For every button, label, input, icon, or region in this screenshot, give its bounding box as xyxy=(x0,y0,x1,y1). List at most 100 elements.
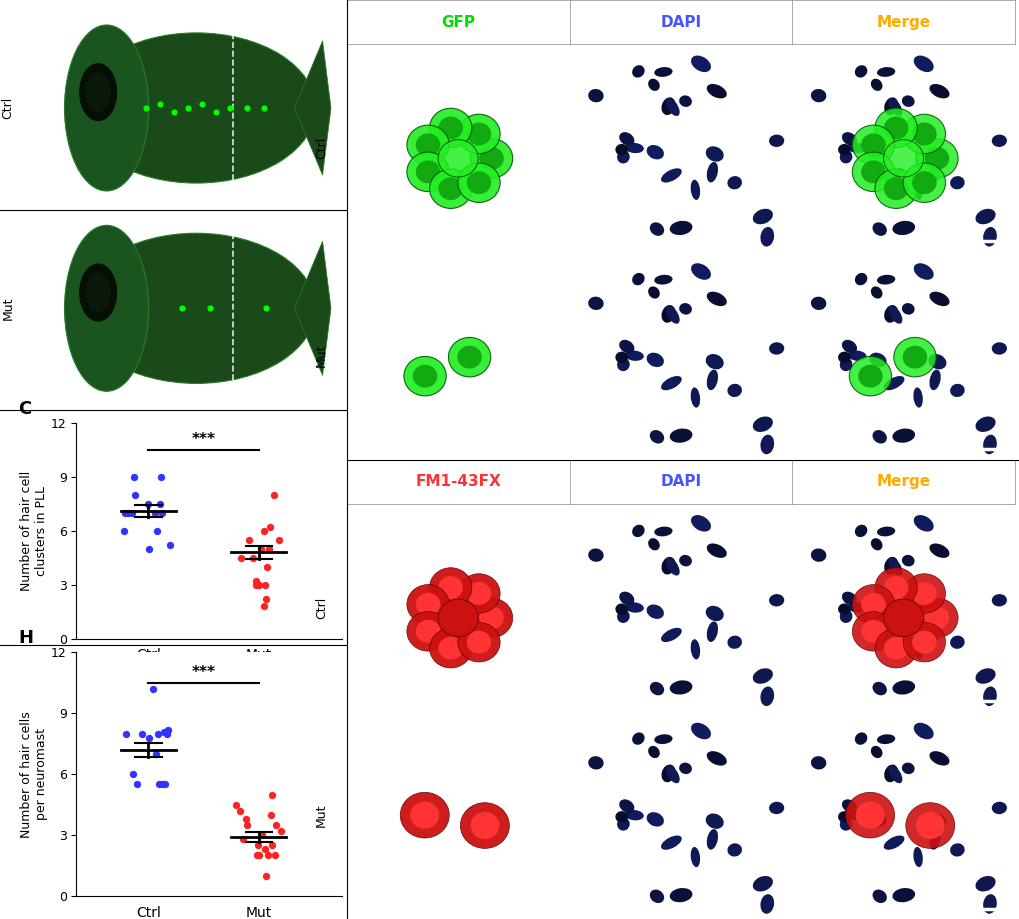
Text: F"''': F"''' xyxy=(803,516,825,527)
Ellipse shape xyxy=(727,384,741,397)
Point xyxy=(261,541,277,556)
Ellipse shape xyxy=(705,813,723,829)
Ellipse shape xyxy=(928,291,949,306)
Ellipse shape xyxy=(928,829,940,850)
Circle shape xyxy=(883,117,908,140)
Polygon shape xyxy=(294,40,331,176)
Text: A: A xyxy=(70,19,83,37)
Ellipse shape xyxy=(990,134,1006,147)
Point xyxy=(237,811,254,826)
Circle shape xyxy=(911,582,935,605)
Point xyxy=(250,838,266,853)
Text: H: H xyxy=(18,629,34,647)
Point xyxy=(256,577,272,592)
Ellipse shape xyxy=(619,132,634,145)
Circle shape xyxy=(852,125,894,165)
Circle shape xyxy=(915,139,957,178)
Ellipse shape xyxy=(913,263,932,279)
Point xyxy=(150,726,166,741)
Point xyxy=(240,532,257,547)
Circle shape xyxy=(448,337,490,377)
Circle shape xyxy=(458,163,499,202)
Text: Ctrl: Ctrl xyxy=(315,137,327,159)
Circle shape xyxy=(407,153,448,191)
Ellipse shape xyxy=(949,384,964,397)
Ellipse shape xyxy=(690,515,710,531)
Circle shape xyxy=(852,584,894,624)
Circle shape xyxy=(902,346,926,369)
Circle shape xyxy=(915,598,957,638)
Ellipse shape xyxy=(927,606,946,621)
Ellipse shape xyxy=(614,352,628,363)
Ellipse shape xyxy=(974,668,995,684)
Ellipse shape xyxy=(901,555,914,566)
Ellipse shape xyxy=(77,33,315,183)
Ellipse shape xyxy=(646,812,663,826)
Ellipse shape xyxy=(752,209,772,224)
Circle shape xyxy=(915,812,944,839)
Point xyxy=(141,541,157,556)
Text: D': D' xyxy=(358,57,370,67)
Ellipse shape xyxy=(888,557,902,575)
Point xyxy=(256,100,272,115)
Ellipse shape xyxy=(888,765,902,783)
Point xyxy=(125,470,142,484)
Point xyxy=(268,818,284,833)
Ellipse shape xyxy=(690,263,710,279)
Circle shape xyxy=(438,599,478,637)
Point xyxy=(266,487,282,502)
Ellipse shape xyxy=(974,209,995,224)
Ellipse shape xyxy=(588,89,603,102)
Circle shape xyxy=(479,147,503,170)
Ellipse shape xyxy=(653,67,672,77)
Ellipse shape xyxy=(625,350,643,361)
Ellipse shape xyxy=(928,162,940,183)
Ellipse shape xyxy=(616,358,629,371)
Ellipse shape xyxy=(838,811,850,823)
Circle shape xyxy=(905,802,954,848)
Ellipse shape xyxy=(661,765,675,782)
Ellipse shape xyxy=(882,376,904,391)
Ellipse shape xyxy=(647,79,659,91)
Ellipse shape xyxy=(854,273,866,285)
Ellipse shape xyxy=(871,890,886,903)
Circle shape xyxy=(416,161,440,183)
Point xyxy=(149,523,165,538)
Point xyxy=(264,838,280,853)
Text: DAPI: DAPI xyxy=(659,15,701,29)
Ellipse shape xyxy=(901,763,914,774)
Ellipse shape xyxy=(982,686,996,706)
Ellipse shape xyxy=(690,180,699,200)
Ellipse shape xyxy=(927,354,946,369)
Polygon shape xyxy=(294,241,331,376)
Circle shape xyxy=(467,171,491,194)
Point xyxy=(154,777,170,792)
Point xyxy=(166,105,182,119)
Circle shape xyxy=(860,161,884,183)
Circle shape xyxy=(924,147,949,170)
Ellipse shape xyxy=(870,79,881,91)
Point xyxy=(248,577,264,592)
Circle shape xyxy=(399,792,448,838)
Ellipse shape xyxy=(810,756,825,769)
Circle shape xyxy=(860,593,884,616)
Ellipse shape xyxy=(949,636,964,649)
Y-axis label: Number of hair cells
per neuromast: Number of hair cells per neuromast xyxy=(20,711,48,837)
Ellipse shape xyxy=(990,801,1006,814)
Ellipse shape xyxy=(727,636,741,649)
Ellipse shape xyxy=(760,686,773,706)
Ellipse shape xyxy=(752,416,772,432)
Circle shape xyxy=(458,622,499,662)
Ellipse shape xyxy=(883,97,898,115)
Text: ***: *** xyxy=(192,432,215,447)
Ellipse shape xyxy=(882,628,904,642)
Circle shape xyxy=(404,357,445,396)
Ellipse shape xyxy=(665,765,679,783)
Point xyxy=(231,803,248,818)
Ellipse shape xyxy=(632,65,644,77)
Ellipse shape xyxy=(588,297,603,310)
Text: Ctrl: Ctrl xyxy=(2,96,14,119)
Ellipse shape xyxy=(847,142,866,153)
Ellipse shape xyxy=(760,227,773,246)
Point xyxy=(138,100,154,115)
